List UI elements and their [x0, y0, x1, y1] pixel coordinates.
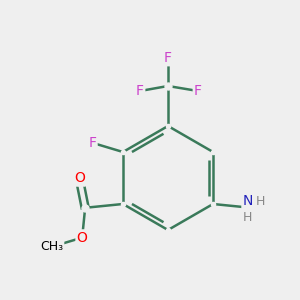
- Text: O: O: [74, 171, 85, 185]
- Text: O: O: [77, 231, 88, 244]
- Text: F: F: [88, 136, 96, 150]
- Text: F: F: [136, 84, 144, 98]
- Text: H: H: [256, 195, 266, 208]
- Text: CH₃: CH₃: [40, 240, 63, 253]
- Text: F: F: [164, 51, 172, 65]
- Text: N: N: [243, 194, 253, 208]
- Text: F: F: [194, 84, 202, 98]
- Text: H: H: [243, 211, 253, 224]
